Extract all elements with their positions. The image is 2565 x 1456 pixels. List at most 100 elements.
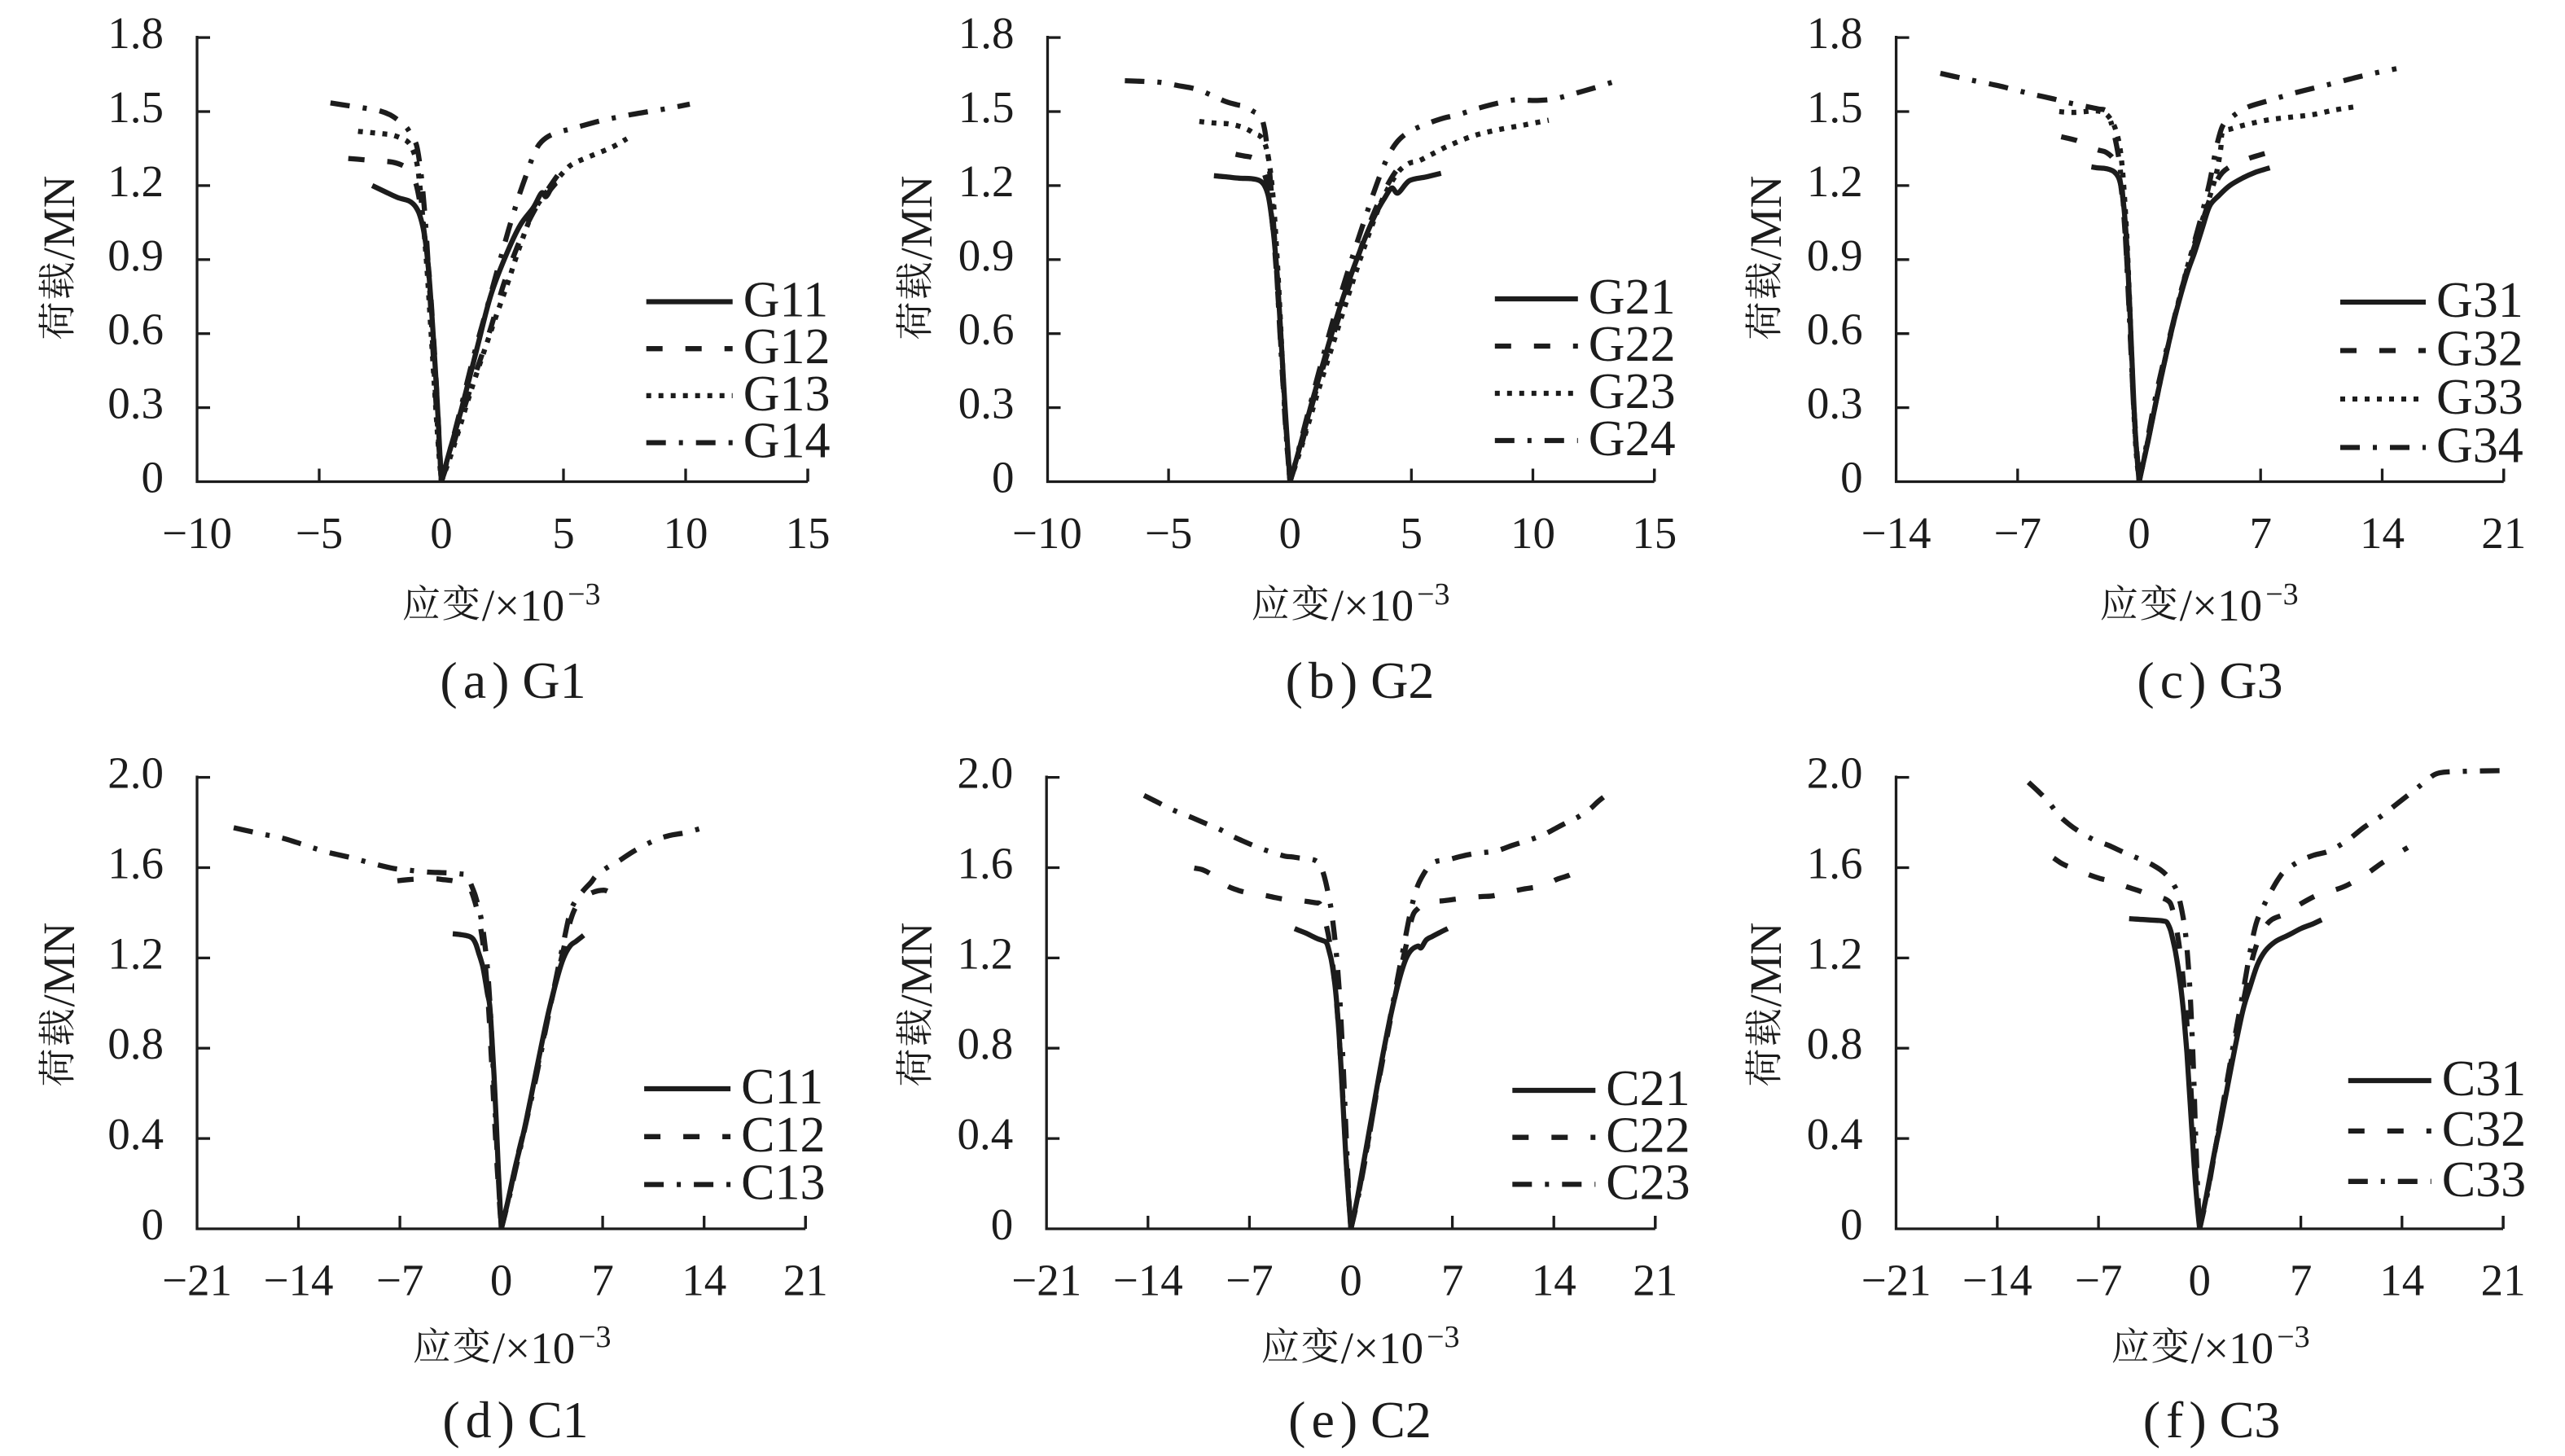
- svg-text:(c)G3: (c) G3: [2137, 651, 2282, 709]
- svg-text:G13: G13: [743, 366, 831, 422]
- svg-text:/×10: /×10: [493, 1323, 575, 1373]
- svg-text:−3: −3: [2265, 577, 2298, 612]
- svg-text:1.6: 1.6: [957, 839, 1013, 888]
- svg-text:0: 0: [430, 508, 453, 558]
- svg-text:0: 0: [2189, 1256, 2212, 1305]
- svg-text:G33: G33: [2436, 370, 2523, 425]
- svg-text:2.0: 2.0: [1807, 748, 1863, 798]
- svg-text:21: 21: [783, 1256, 828, 1305]
- svg-text:−7: −7: [376, 1256, 424, 1305]
- svg-text:G23: G23: [1589, 364, 1676, 419]
- svg-text:1.5: 1.5: [1807, 82, 1863, 132]
- svg-text:0.6: 0.6: [958, 305, 1015, 354]
- svg-text:0.4: 0.4: [107, 1109, 164, 1159]
- svg-text:5: 5: [1401, 508, 1423, 558]
- svg-text:0: 0: [992, 453, 1015, 502]
- svg-text:10: 10: [1510, 508, 1555, 558]
- svg-text:G32: G32: [2436, 322, 2523, 377]
- svg-text:7: 7: [1441, 1256, 1464, 1305]
- svg-text:1.2: 1.2: [958, 156, 1015, 206]
- svg-text:1.2: 1.2: [957, 928, 1013, 978]
- svg-text:1.8: 1.8: [107, 8, 164, 58]
- svg-text:−3: −3: [1417, 577, 1449, 612]
- svg-text:G24: G24: [1589, 411, 1676, 467]
- svg-text:2.0: 2.0: [107, 748, 164, 798]
- svg-text:0.3: 0.3: [107, 379, 164, 428]
- svg-text:7: 7: [2290, 1256, 2313, 1305]
- svg-text:G34: G34: [2436, 419, 2523, 474]
- svg-text:0: 0: [142, 453, 164, 502]
- svg-text:0.9: 0.9: [958, 230, 1015, 280]
- svg-text:/×10: /×10: [1341, 1323, 1423, 1373]
- svg-text:/×10: /×10: [482, 581, 564, 630]
- svg-text:G21: G21: [1589, 270, 1676, 325]
- svg-text:/MN: /MN: [892, 923, 941, 1007]
- svg-text:G14: G14: [743, 414, 831, 469]
- svg-text:0.8: 0.8: [1807, 1019, 1863, 1068]
- svg-text:0: 0: [1278, 508, 1301, 558]
- svg-text:/MN: /MN: [892, 176, 941, 261]
- svg-text:1.2: 1.2: [1807, 928, 1863, 978]
- svg-text:C21: C21: [1606, 1061, 1690, 1116]
- svg-text:0: 0: [142, 1199, 164, 1249]
- svg-text:0: 0: [2128, 508, 2151, 558]
- svg-text:−3: −3: [2277, 1320, 2309, 1354]
- svg-text:C32: C32: [2442, 1102, 2526, 1157]
- svg-text:G12: G12: [743, 319, 831, 375]
- svg-text:G22: G22: [1589, 317, 1676, 372]
- svg-text:−14: −14: [1861, 508, 1931, 558]
- svg-text:1.5: 1.5: [958, 82, 1015, 132]
- svg-text:(a)G1: (a) G1: [440, 651, 585, 709]
- svg-text:7: 7: [2249, 508, 2272, 558]
- svg-text:1.5: 1.5: [107, 82, 164, 132]
- svg-text:C11: C11: [741, 1059, 823, 1115]
- svg-text:0.8: 0.8: [957, 1019, 1013, 1068]
- svg-text:−21: −21: [1861, 1256, 1931, 1305]
- svg-text:−3: −3: [578, 1320, 611, 1354]
- svg-text:−14: −14: [263, 1256, 333, 1305]
- svg-text:0.8: 0.8: [107, 1019, 164, 1068]
- svg-text:−7: −7: [1994, 508, 2042, 558]
- svg-text:0.6: 0.6: [107, 305, 164, 354]
- svg-text:0.9: 0.9: [1807, 230, 1863, 280]
- svg-text:1.8: 1.8: [958, 8, 1015, 58]
- svg-text:−7: −7: [2075, 1256, 2123, 1305]
- svg-text:(d)C1: (d) C1: [442, 1391, 588, 1449]
- svg-text:−21: −21: [162, 1256, 232, 1305]
- svg-text:1.6: 1.6: [1807, 839, 1863, 888]
- svg-text:0: 0: [1840, 1199, 1863, 1249]
- svg-text:14: 14: [2360, 508, 2405, 558]
- svg-text:−5: −5: [296, 508, 344, 558]
- svg-text:10: 10: [664, 508, 708, 558]
- svg-text:0.6: 0.6: [1807, 305, 1863, 354]
- svg-text:0.4: 0.4: [957, 1109, 1013, 1159]
- svg-text:0: 0: [1840, 453, 1863, 502]
- svg-text:−14: −14: [1962, 1256, 2032, 1305]
- svg-text:/MN: /MN: [34, 923, 84, 1007]
- svg-text:0.9: 0.9: [107, 230, 164, 280]
- svg-text:7: 7: [591, 1256, 614, 1305]
- svg-text:/×10: /×10: [2191, 1323, 2273, 1373]
- svg-text:G11: G11: [743, 273, 828, 328]
- svg-text:0.3: 0.3: [958, 379, 1015, 428]
- svg-text:/MN: /MN: [1741, 176, 1791, 261]
- svg-text:1.6: 1.6: [107, 839, 164, 888]
- svg-text:0: 0: [1340, 1256, 1362, 1305]
- svg-text:21: 21: [2481, 508, 2526, 558]
- svg-text:1.2: 1.2: [107, 928, 164, 978]
- svg-text:14: 14: [682, 1256, 726, 1305]
- svg-text:C23: C23: [1606, 1155, 1690, 1210]
- svg-text:14: 14: [2379, 1256, 2424, 1305]
- svg-text:0.3: 0.3: [1807, 379, 1863, 428]
- svg-text:/MN: /MN: [34, 176, 84, 261]
- svg-text:−3: −3: [1427, 1320, 1459, 1354]
- svg-text:0.4: 0.4: [1807, 1109, 1863, 1159]
- svg-text:1.8: 1.8: [1807, 8, 1863, 58]
- svg-text:1.2: 1.2: [107, 156, 164, 206]
- svg-text:−21: −21: [1011, 1256, 1081, 1305]
- svg-text:/×10: /×10: [1331, 581, 1414, 630]
- svg-text:/×10: /×10: [2180, 581, 2262, 630]
- svg-text:1.2: 1.2: [1807, 156, 1863, 206]
- svg-text:C12: C12: [741, 1107, 825, 1163]
- svg-text:−14: −14: [1113, 1256, 1183, 1305]
